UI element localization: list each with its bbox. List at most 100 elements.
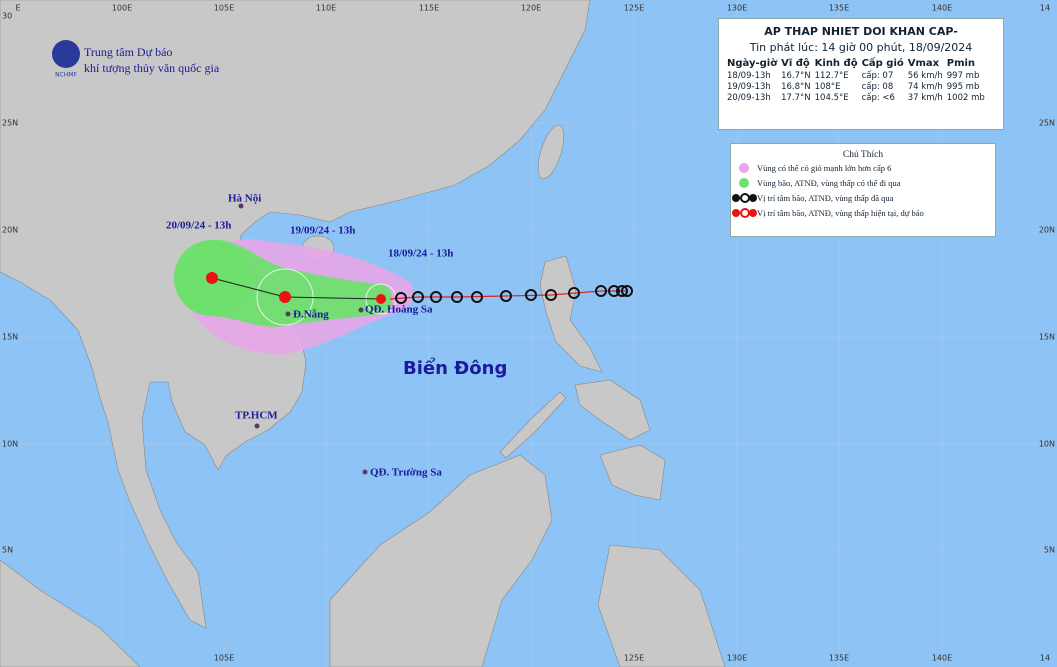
lat-label: 15N (1039, 333, 1055, 342)
logo: NCHMF (52, 40, 80, 79)
dot (238, 203, 244, 209)
past-position (500, 290, 512, 302)
bulletin: AP THAP NHIET DOI KHAN CAP- Tin phát lúc… (718, 18, 1004, 130)
table-row: 19/09-13h 16.8°N 108°E cấp: 08 74 km/h 995 mb (727, 82, 989, 93)
legend-row: Vùng có thể có gió mạnh lớn hơn cấp 6 (731, 160, 995, 175)
icon (739, 177, 749, 188)
palawan (499, 391, 567, 459)
lon-label: 100E (112, 4, 132, 13)
track-label: 20/09/24 - 13h (166, 220, 231, 232)
logo-mark (52, 40, 80, 68)
lon-label: 130E (727, 654, 747, 663)
table-cell: 16.7°N (781, 71, 811, 81)
taiwan (537, 124, 565, 180)
bulletin-table: Ngày-giờ Vĩ độ Kinh độ Cấp gió Vmax Pmin 18/09… (727, 58, 989, 104)
sea-label: Biển Đông (403, 357, 507, 379)
table-row: 20/09-13h 17.7°N 104.5°E cấp: <6 37 km/h 1002… (727, 93, 989, 104)
lat-label: 25N (1039, 119, 1055, 128)
sumatra (0, 559, 141, 667)
table-cell: 74 km/h (907, 82, 943, 92)
legend-title: Chú Thích (842, 150, 884, 160)
lon-label: 105E (214, 4, 234, 13)
table-cell: 56 km/h (907, 71, 943, 81)
visayas (574, 379, 651, 441)
place-label: QĐ. Trường Sa (370, 467, 442, 479)
past-position (608, 285, 620, 297)
past-track (389, 290, 628, 300)
place-label: Hà Nội (228, 193, 261, 205)
lat-label: 5N (1044, 546, 1055, 555)
legend-text: Vùng có thể có gió mạnh lớn hơn cấp 6 (757, 162, 892, 173)
table-cell: 17.7°N (781, 93, 811, 103)
track-label: 19/09/24 - 13h (290, 225, 355, 237)
sulawesi (597, 544, 726, 667)
past-position (616, 285, 628, 297)
place-label: Đ.Nẵng (293, 309, 329, 321)
forecast-storm (279, 291, 291, 303)
column-header: Vmax (907, 58, 940, 69)
past-position (412, 291, 424, 303)
bulletin-title: AP THAP NHIET DOI KHAN CAP- (764, 25, 958, 38)
logo-text: NCHMF (55, 72, 77, 79)
lat-label: 20N (1039, 226, 1055, 235)
lat-label: 15N (2, 333, 18, 342)
lon-label: 130E (727, 4, 747, 13)
past-position (568, 287, 580, 299)
lat-label: 5N (2, 546, 13, 555)
column-header: Cấp gió (861, 58, 904, 69)
lon-label: 140E (932, 4, 952, 13)
past-position (595, 285, 607, 297)
current-position (376, 294, 386, 304)
past-position (430, 291, 442, 303)
dot (362, 469, 368, 475)
track-label: 18/09/24 - 13h (388, 248, 453, 260)
legend-row: Vị trí tâm bão, ATNĐ, vùng thấp đã qua (731, 190, 995, 205)
lon-label: 14 (1040, 654, 1050, 663)
place-label: TP.HCM (235, 410, 278, 422)
lon-label: 135E (829, 4, 849, 13)
mindanao (599, 444, 666, 501)
legend-text: Vị trí tâm bão, ATNĐ, vùng thấp đã qua (757, 192, 894, 203)
luzon (539, 255, 603, 373)
table-cell: 108°E (814, 82, 841, 92)
lat-label: 10N (2, 440, 18, 449)
dot (254, 423, 260, 429)
table-row: 18/09-13h 16.7°N 112.7°E cấp: 07 56 km/h 997 … (727, 71, 989, 82)
column-header: Ngày-giờ (727, 58, 778, 69)
lon-label: 115E (419, 4, 439, 13)
mainland (0, 0, 591, 629)
table-cell: 20/09-13h (727, 93, 771, 103)
past-position (395, 292, 407, 304)
legend-row: Vùng bão, ATNĐ, vùng thấp có thể đi qua (731, 175, 995, 190)
lon-label: E (15, 4, 20, 13)
dot (358, 307, 364, 313)
table-cell: 112.7°E (814, 71, 849, 81)
lat-label: 20N (2, 226, 18, 235)
column-header: Pmin (946, 58, 976, 69)
column-header: Vĩ độ (781, 58, 810, 69)
lon-label: 120E (521, 4, 541, 13)
dot (285, 311, 291, 317)
forecast-positions (206, 272, 386, 304)
legend-text: Vị trí tâm bão, ATNĐ, vùng thấp hiện tại… (757, 207, 924, 218)
past-position (525, 289, 537, 301)
icon (739, 162, 749, 173)
table-cell: 104.5°E (814, 93, 849, 103)
table-cell: 1002 mb (946, 93, 985, 103)
table-cell: 18/09-13h (727, 71, 771, 81)
lon-label: 125E (624, 4, 644, 13)
past-position (451, 291, 463, 303)
table-cell: 37 km/h (907, 93, 943, 103)
lat-label: 25N (2, 119, 18, 128)
table-cell: 995 mb (946, 82, 980, 92)
lon-label: 135E (829, 654, 849, 663)
bulletin-issued: Tin phát lúc: 14 giờ 00 phút, 18/09/2024 (749, 41, 973, 54)
place-label: QĐ. Hoàng Sa (365, 304, 433, 316)
lon-label: 125E (624, 654, 644, 663)
lon-label: 140E (932, 654, 952, 663)
legend-row: Vị trí tâm bão, ATNĐ, vùng thấp hiện tại… (731, 205, 995, 220)
table-cell: cấp: <6 (861, 93, 895, 103)
legend: Chú Thích Vùng có thể có gió mạnh lớn hơ… (730, 143, 996, 237)
org-name: Trung tâm Dự báo khí tượng thủy văn quốc… (84, 44, 219, 76)
